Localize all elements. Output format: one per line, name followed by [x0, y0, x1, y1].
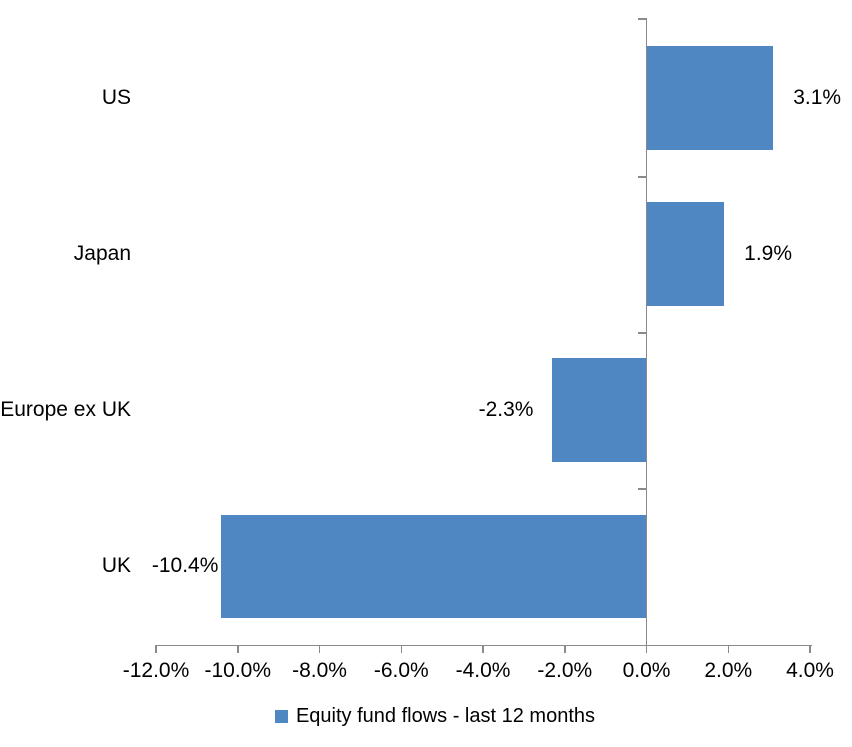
y-axis-tick [637, 488, 646, 490]
x-axis-tick [645, 644, 648, 653]
category-label: Japan [73, 242, 131, 266]
legend-swatch [274, 709, 288, 723]
bar-japan [646, 202, 725, 306]
y-axis-tick [637, 18, 646, 20]
bar-uk [221, 514, 647, 619]
x-axis-tick [809, 644, 811, 653]
x-tick-label: -6.0% [373, 659, 429, 682]
x-axis-tick [727, 644, 729, 653]
y-axis-line [645, 18, 648, 645]
value-label: 3.1% [793, 86, 842, 110]
category-label: UK [101, 554, 131, 578]
bar-us [646, 46, 774, 150]
x-axis-tick [400, 644, 402, 653]
x-tick-label: -12.0% [122, 659, 190, 682]
y-axis-tick [637, 332, 646, 334]
x-axis-tick [482, 644, 484, 653]
bar-europe-ex-uk [552, 358, 647, 463]
value-label: -2.3% [478, 398, 534, 422]
x-axis-tick [155, 644, 157, 653]
x-tick-label: 0.0% [622, 659, 671, 682]
category-label: Europe ex UK [0, 398, 131, 422]
x-axis-tick [564, 644, 566, 653]
x-tick-label: -2.0% [537, 659, 593, 682]
x-tick-label: -4.0% [455, 659, 511, 682]
category-label: US [101, 86, 131, 110]
legend: Equity fund flows - last 12 months [0, 704, 852, 728]
value-label: 1.9% [744, 242, 793, 266]
x-tick-label: 2.0% [704, 659, 753, 682]
legend-label: Equity fund flows - last 12 months [295, 705, 596, 727]
x-axis-tick [237, 644, 239, 653]
x-axis-tick [318, 644, 321, 653]
y-axis-tick [637, 176, 646, 178]
x-tick-label: 4.0% [786, 659, 834, 682]
value-label: -10.4% [151, 554, 219, 578]
x-tick-label: -10.0% [204, 659, 272, 682]
x-tick-label: -8.0% [292, 659, 347, 682]
